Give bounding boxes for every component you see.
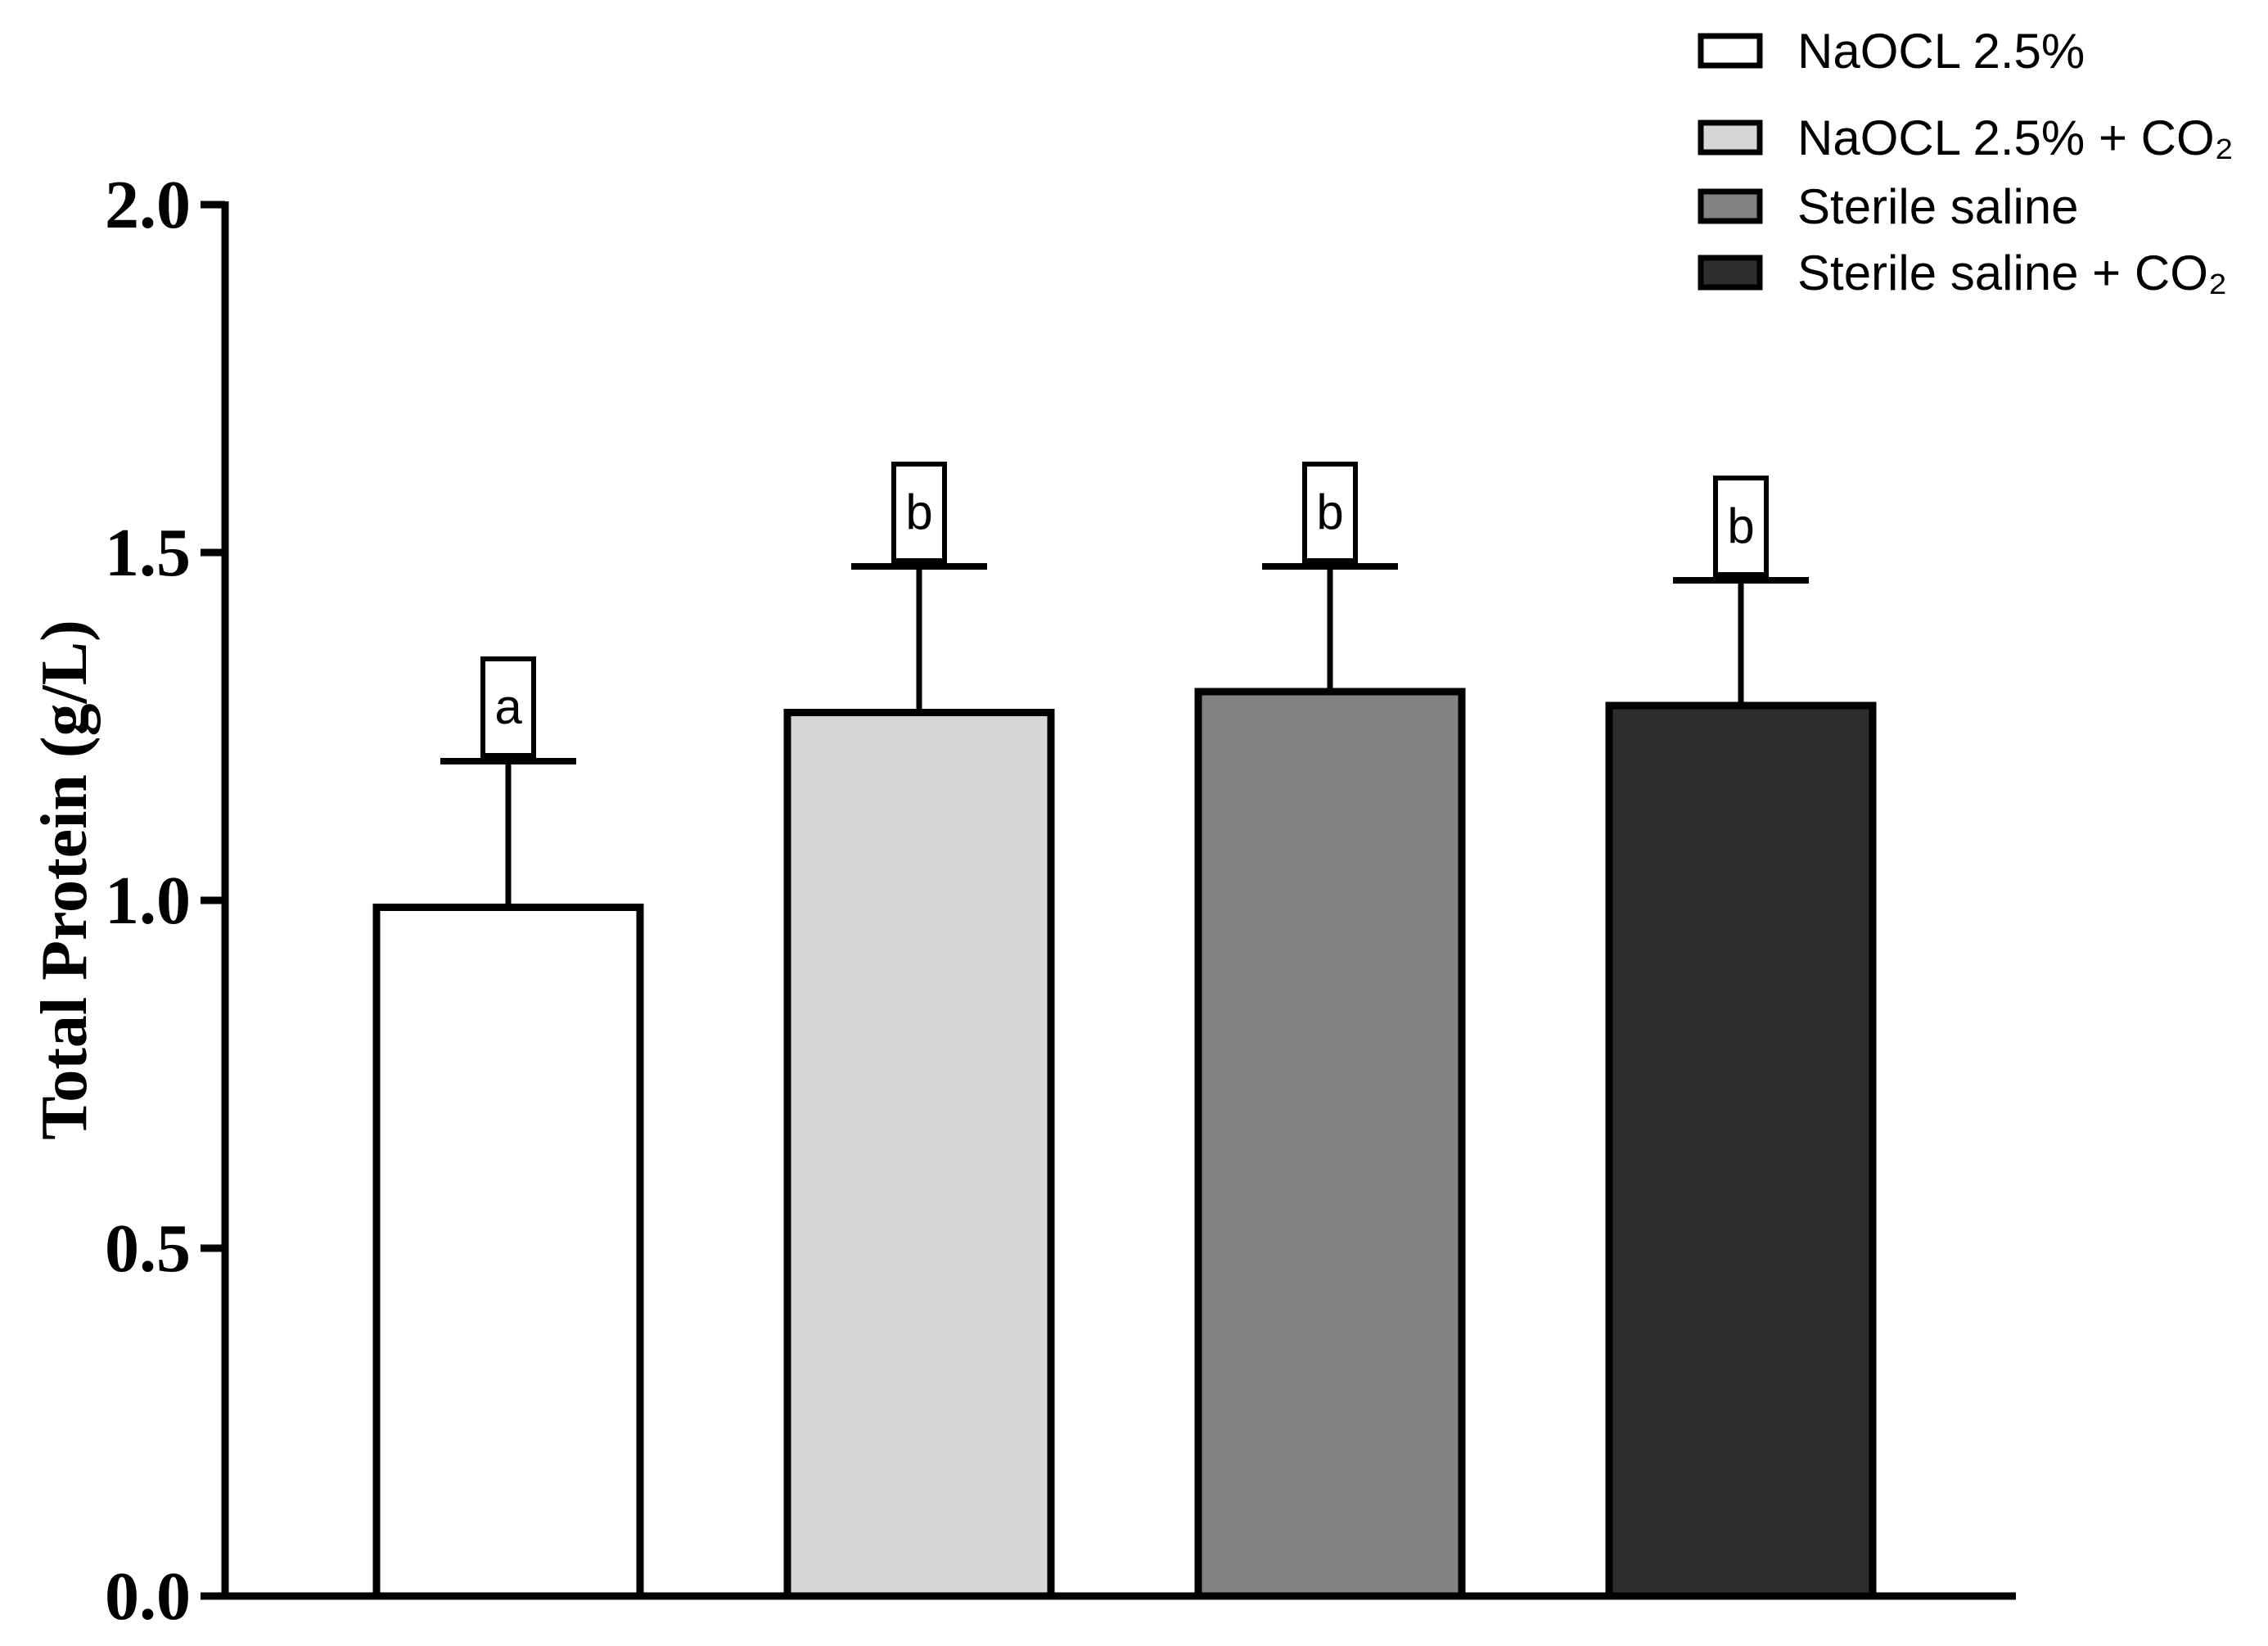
bar-group: b <box>1194 462 1466 1600</box>
legend-label: Sterile saline + CO₂ <box>1797 246 2227 300</box>
y-tick-label: 1.5 <box>105 515 191 591</box>
legend-swatch <box>1698 188 1763 224</box>
y-tick-label: 1.0 <box>105 863 191 939</box>
y-tick-label: 0.0 <box>105 1558 191 1635</box>
significance-letter: b <box>905 485 932 539</box>
y-axis: 0.0 0.5 1.0 1.5 2.0 <box>105 167 229 1635</box>
legend-label: NaOCL 2.5% + CO₂ <box>1797 110 2234 165</box>
legend-swatch <box>1698 33 1763 69</box>
significance-letter: b <box>1727 498 1754 553</box>
legend-swatch <box>1698 255 1763 291</box>
significance-box <box>1302 462 1358 563</box>
bar-group: b <box>1605 476 1877 1600</box>
bar <box>1605 701 1877 1600</box>
bar-group: a <box>372 656 644 1600</box>
significance-box <box>1713 476 1769 577</box>
bar <box>1194 688 1466 1600</box>
significance-box <box>480 656 536 758</box>
legend-item: NaOCL 2.5% + CO₂ <box>1698 110 2234 165</box>
y-tick-label: 0.5 <box>105 1211 191 1287</box>
significance-letter: b <box>1316 485 1343 539</box>
y-tick-label: 2.0 <box>105 167 191 243</box>
legend: NaOCL 2.5% NaOCL 2.5% + CO₂ Sterile saline… <box>1698 24 2234 300</box>
bar-group: b <box>783 462 1055 1600</box>
significance-letter: a <box>494 679 522 734</box>
y-axis-label: Total Protein (g/L) <box>29 620 101 1140</box>
bar <box>372 904 644 1600</box>
legend-label: NaOCL 2.5% <box>1797 24 2085 79</box>
bar <box>783 709 1055 1600</box>
bars: a b b b <box>372 462 1877 1600</box>
significance-box <box>891 462 947 563</box>
legend-item: Sterile saline + CO₂ <box>1698 246 2227 300</box>
legend-label: Sterile saline <box>1797 179 2079 234</box>
legend-item: NaOCL 2.5% <box>1698 24 2085 79</box>
legend-item: Sterile saline <box>1698 179 2079 234</box>
legend-swatch <box>1698 120 1763 156</box>
